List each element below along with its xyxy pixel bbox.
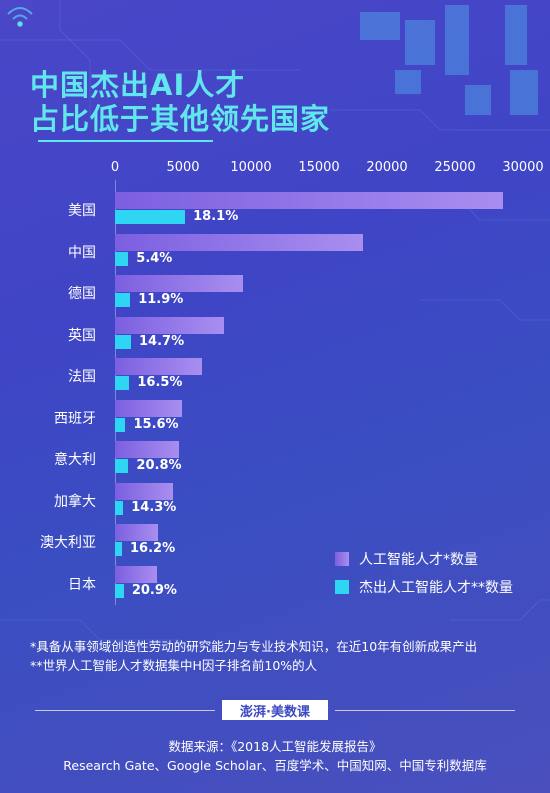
bar-top-talent-count	[115, 500, 124, 515]
bar-top-talent-count	[115, 376, 130, 390]
bar-talent-count	[115, 482, 173, 500]
data-label-percent: 20.8%	[136, 458, 182, 473]
category-label: 德国	[68, 286, 96, 302]
title-underline	[38, 140, 213, 142]
data-label-percent: 14.7%	[139, 333, 185, 349]
legend-item-talent: 人工智能人才*数量	[335, 549, 478, 569]
bar-talent-count	[115, 233, 363, 251]
legend-swatch-top-talent	[335, 580, 349, 594]
category-label: 日本	[68, 576, 96, 593]
brand-logo: 澎湃·美数课	[222, 700, 328, 720]
bar-top-talent-count	[115, 210, 186, 224]
bar-top-talent-count	[115, 459, 129, 473]
x-tick-label: 10000	[230, 160, 272, 175]
legend-label-top-talent: 杰出人工智能人才**数量	[359, 580, 513, 596]
bar-talent-count	[115, 316, 224, 334]
legend-item-top-talent: 杰出人工智能人才**数量	[335, 577, 513, 597]
chart-title: 中国杰出AI人才 占比低于其他领先国家	[30, 68, 330, 136]
data-label-percent: 16.2%	[130, 541, 176, 556]
category-label: 英国	[68, 327, 96, 344]
bar-talent-count	[115, 524, 159, 541]
data-label-percent: 18.1%	[193, 209, 239, 224]
x-tick-label: 0	[110, 160, 120, 175]
bar-talent-count	[115, 275, 244, 292]
data-label-percent: 20.9%	[131, 582, 177, 598]
source-line-1: 数据来源：《2018人工智能发展报告》	[168, 739, 382, 754]
x-tick-label: 15000	[298, 160, 340, 175]
category-label: 美国	[68, 203, 96, 219]
brand-divider-left	[35, 710, 215, 711]
x-tick-label: 20000	[366, 160, 408, 175]
x-tick-label: 5000	[166, 160, 200, 175]
data-label-percent: 15.6%	[133, 416, 179, 432]
bar-top-talent-count	[115, 293, 131, 307]
bar-top-talent-count	[115, 542, 122, 556]
bar-talent-count	[115, 565, 158, 583]
bar-top-talent-count	[115, 417, 126, 432]
data-label-percent: 5.4%	[136, 250, 173, 266]
bar-top-talent-count	[115, 334, 131, 349]
source-line-2: Research Gate、Google Scholar、百度学术、中国知网、中…	[63, 758, 487, 773]
legend-label-talent: 人工智能人才*数量	[359, 552, 478, 568]
bar-talent-count	[115, 192, 504, 209]
data-label-percent: 16.5%	[137, 375, 183, 390]
bar-talent-count	[115, 358, 202, 375]
y-axis-line	[115, 180, 116, 605]
footnote-1: *具备从事领域创造性劳动的研究能力与专业技术知识，在近10年有创新成果产出	[30, 639, 478, 654]
x-tick-label: 25000	[434, 160, 476, 175]
wifi-icon	[7, 7, 33, 27]
category-label: 法国	[68, 369, 96, 385]
chart-title-line2: 占比低于其他领先国家	[30, 102, 331, 136]
bar-top-talent-count	[115, 251, 129, 266]
x-tick-label: 30000	[502, 160, 544, 175]
category-label: 澳大利亚	[40, 535, 96, 551]
category-label: 加拿大	[54, 493, 96, 510]
bar-talent-count	[115, 441, 180, 458]
category-label: 中国	[68, 244, 96, 261]
footnote-2: **世界人工智能人才数据集中H因子排名前10%的人	[30, 658, 318, 673]
category-label: 意大利	[54, 452, 96, 468]
city-illustration	[360, 5, 538, 115]
legend-swatch-talent	[335, 552, 349, 566]
data-label-percent: 14.3%	[131, 499, 177, 515]
bar-talent-count	[115, 399, 183, 417]
chart-title-line1: 中国杰出AI人才	[30, 68, 246, 102]
category-label: 西班牙	[54, 410, 96, 427]
data-label-percent: 11.9%	[138, 292, 184, 307]
brand-divider-right	[335, 710, 515, 711]
bar-top-talent-count	[115, 583, 124, 598]
